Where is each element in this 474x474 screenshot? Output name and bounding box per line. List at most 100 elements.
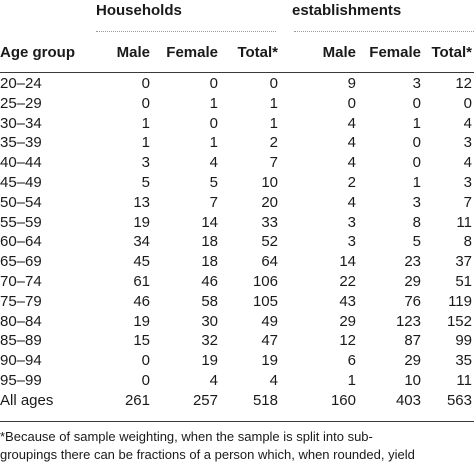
cell-households-male: 5 — [141, 173, 150, 191]
table-row: 35–39 1 1 2 4 0 3 — [0, 133, 474, 153]
cell-households-female: 19 — [201, 352, 218, 370]
cell-households-total: 1 — [269, 114, 278, 132]
cell-age-group: 75–79 — [0, 292, 42, 310]
cell-establishments-total: 12 — [455, 75, 472, 92]
cell-age-group: 40–44 — [0, 154, 42, 172]
cell-establishments-male: 4 — [347, 154, 356, 172]
cell-households-female: 4 — [209, 371, 218, 389]
cell-establishments-male: 43 — [339, 292, 356, 310]
table-row: 30–34 1 0 1 4 1 4 — [0, 114, 474, 134]
cell-establishments-total: 99 — [455, 332, 472, 350]
cell-households-total: 52 — [261, 233, 278, 251]
cell-households-total: 33 — [261, 213, 278, 231]
cell-households-male: 45 — [133, 253, 150, 271]
cell-age-group: 50–54 — [0, 193, 42, 211]
cell-age-group: 60–64 — [0, 233, 42, 251]
table-row: 80–84 19 30 49 29 123 152 — [0, 312, 474, 332]
cell-establishments-female: 76 — [404, 292, 421, 310]
cell-age-group: 90–94 — [0, 352, 42, 370]
cell-households-female: 30 — [201, 312, 218, 330]
cell-establishments-total: 8 — [463, 233, 472, 251]
cell-establishments-male: 3 — [347, 213, 356, 231]
cell-age-group: 80–84 — [0, 312, 42, 330]
cell-age-group: 65–69 — [0, 253, 42, 271]
cell-establishments-female: 3 — [412, 75, 421, 92]
column-header-age-group: Age group — [0, 44, 75, 61]
column-header-establishments-male: Male — [322, 44, 356, 61]
cell-establishments-male: 160 — [330, 391, 356, 409]
cell-households-total: 2 — [269, 134, 278, 152]
cell-households-total: 4 — [269, 371, 278, 389]
cell-households-male: 3 — [141, 154, 150, 172]
cell-households-male: 1 — [141, 114, 150, 132]
cell-households-male: 61 — [133, 272, 150, 290]
cell-establishments-female: 10 — [404, 371, 421, 389]
cell-households-total: 47 — [261, 332, 278, 350]
cell-establishments-total: 51 — [455, 272, 472, 290]
cell-establishments-female: 29 — [404, 272, 421, 290]
cell-households-female: 32 — [201, 332, 218, 350]
cell-households-male: 19 — [133, 213, 150, 231]
cell-establishments-total: 119 — [448, 292, 472, 310]
cell-households-female: 18 — [201, 233, 218, 251]
cell-establishments-total: 152 — [446, 312, 472, 330]
cell-households-total: 10 — [261, 173, 278, 191]
cell-establishments-female: 5 — [412, 233, 421, 251]
cell-establishments-total: 3 — [463, 134, 472, 152]
table-row: 20–24 0 0 0 9 3 12 — [0, 68, 474, 94]
column-header-households-total: Total* — [237, 44, 278, 61]
cell-establishments-female: 0 — [412, 134, 421, 152]
establishments-group-header: establishments — [292, 2, 402, 19]
table-row: 95–99 0 4 4 1 10 11 — [0, 371, 474, 391]
cell-establishments-female: 1 — [412, 114, 421, 132]
cell-establishments-female: 0 — [412, 154, 421, 172]
table-bottom-divider — [0, 421, 474, 422]
cell-households-male: 0 — [141, 75, 150, 92]
cell-establishments-total: 563 — [446, 391, 472, 409]
table-row: 70–74 61 46 106 22 29 51 — [0, 272, 474, 292]
cell-establishments-female: 87 — [404, 332, 421, 350]
table-body: 20–24 0 0 0 9 3 12 25–29 0 1 1 0 0 0 30–34 1 0 1 4 1 4 35–39 1… — [0, 68, 474, 411]
cell-establishments-male: 22 — [339, 272, 356, 290]
cell-age-group: 35–39 — [0, 134, 42, 152]
table-row: 85–89 15 32 47 12 87 99 — [0, 331, 474, 351]
table-row: 65–69 45 18 64 14 23 37 — [0, 252, 474, 272]
cell-households-male: 0 — [141, 352, 150, 370]
cell-households-female: 0 — [209, 114, 218, 132]
cell-establishments-male: 14 — [339, 253, 356, 271]
table-row: 60–64 34 18 52 3 5 8 — [0, 232, 474, 252]
cell-households-male: 0 — [141, 94, 150, 112]
cell-establishments-total: 11 — [456, 371, 472, 389]
column-header-establishments-total: Total* — [431, 44, 472, 61]
table-row: 75–79 46 58 105 43 76 119 — [0, 292, 474, 312]
cell-establishments-total: 11 — [456, 213, 472, 231]
cell-establishments-female: 8 — [412, 213, 421, 231]
cell-establishments-female: 3 — [412, 193, 421, 211]
footnote-line-2: groupings there can be fractions of a pe… — [0, 447, 415, 462]
cell-establishments-female: 29 — [404, 352, 421, 370]
cell-households-total: 0 — [269, 75, 278, 92]
cell-age-group: All ages — [0, 391, 54, 409]
cell-households-male: 19 — [133, 312, 150, 330]
cell-age-group: 70–74 — [0, 272, 42, 290]
cell-households-female: 1 — [209, 134, 218, 152]
cell-households-total: 105 — [252, 292, 278, 310]
households-group-header: Households — [96, 2, 182, 19]
table-row: 45–49 5 5 10 2 1 3 — [0, 173, 474, 193]
cell-establishments-male: 9 — [347, 75, 356, 92]
cell-establishments-male: 4 — [347, 134, 356, 152]
cell-households-female: 7 — [209, 193, 218, 211]
table-row: 55–59 19 14 33 3 8 11 — [0, 213, 474, 233]
establishments-group-rule — [294, 31, 474, 32]
cell-age-group: 30–34 — [0, 114, 42, 132]
cell-households-male: 13 — [133, 193, 150, 211]
cell-age-group: 55–59 — [0, 213, 42, 231]
cell-establishments-male: 29 — [339, 312, 356, 330]
cell-households-total: 49 — [261, 312, 278, 330]
cell-establishments-male: 4 — [347, 114, 356, 132]
cell-households-male: 46 — [133, 292, 150, 310]
cell-establishments-female: 0 — [412, 94, 421, 112]
table-row: 50–54 13 7 20 4 3 7 — [0, 193, 474, 213]
cell-households-female: 257 — [192, 391, 218, 409]
table-row: 40–44 3 4 7 4 0 4 — [0, 153, 474, 173]
